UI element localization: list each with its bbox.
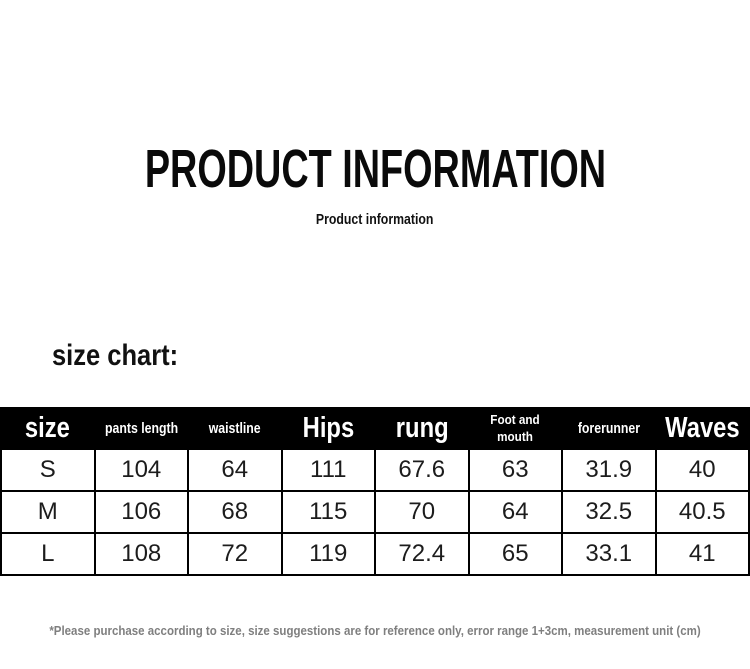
size-disclaimer-note: *Please purchase according to size, size… <box>0 624 750 638</box>
col-header-rung: rung <box>374 407 470 450</box>
cell-waistline: 68 <box>187 490 283 534</box>
col-header-forerunner: forerunner <box>561 407 657 450</box>
size-disclaimer-text: *Please purchase according to size, size… <box>49 624 701 638</box>
cell-pants-length: 104 <box>93 448 189 492</box>
cell-rung: 67.6 <box>374 448 470 492</box>
cell-waves: 41 <box>654 532 750 576</box>
cell-size: S <box>0 448 96 492</box>
cell-waistline: 64 <box>187 448 283 492</box>
col-header-pants-length: pants length <box>93 407 189 450</box>
cell-foot-and-mouth: 65 <box>467 532 563 576</box>
table-row-m: M 106 68 115 70 64 32.5 40.5 <box>0 490 750 534</box>
cell-hips: 119 <box>280 532 376 576</box>
cell-forerunner: 33.1 <box>561 532 657 576</box>
page-subtitle-text: Product information <box>316 211 434 228</box>
cell-forerunner: 31.9 <box>561 448 657 492</box>
col-header-foot-and-mouth: Foot and mouth <box>467 407 563 450</box>
cell-pants-length: 108 <box>93 532 189 576</box>
page-subtitle: Product information <box>0 211 750 228</box>
col-header-hips: Hips <box>280 407 376 450</box>
cell-waves: 40 <box>654 448 750 492</box>
col-header-waves: Waves <box>654 407 750 450</box>
cell-hips: 111 <box>280 448 376 492</box>
col-header-size: size <box>0 407 96 450</box>
cell-size: M <box>0 490 96 534</box>
cell-pants-length: 106 <box>93 490 189 534</box>
cell-rung: 70 <box>374 490 470 534</box>
size-chart-heading-text: size chart: <box>52 339 179 372</box>
page-title-text: PRODUCT INFORMATION <box>144 139 606 199</box>
page-title: PRODUCT INFORMATION <box>0 138 750 200</box>
cell-foot-and-mouth: 64 <box>467 490 563 534</box>
size-chart-table: size pants length waistline Hips rung Fo… <box>0 407 750 576</box>
col-header-waistline: waistline <box>187 407 283 450</box>
cell-waves: 40.5 <box>654 490 750 534</box>
table-row-l: L 108 72 119 72.4 65 33.1 41 <box>0 532 750 576</box>
cell-size: L <box>0 532 96 576</box>
cell-forerunner: 32.5 <box>561 490 657 534</box>
table-header-row: size pants length waistline Hips rung Fo… <box>0 407 750 450</box>
cell-hips: 115 <box>280 490 376 534</box>
cell-foot-and-mouth: 63 <box>467 448 563 492</box>
cell-rung: 72.4 <box>374 532 470 576</box>
cell-waistline: 72 <box>187 532 283 576</box>
size-chart-heading: size chart: <box>52 339 200 373</box>
table-row-s: S 104 64 111 67.6 63 31.9 40 <box>0 448 750 492</box>
